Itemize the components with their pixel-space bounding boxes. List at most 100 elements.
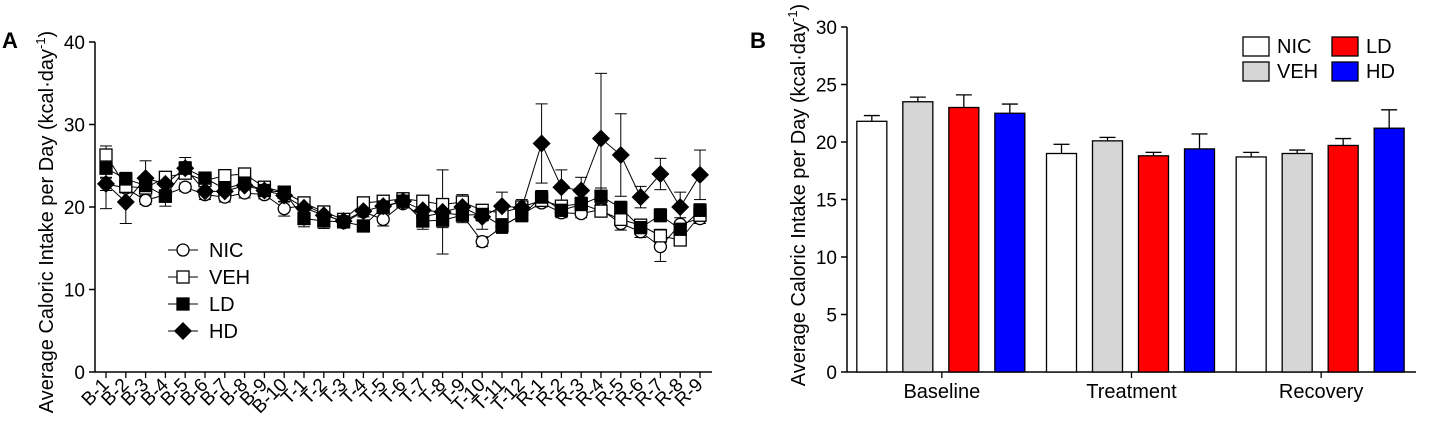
- data-point-hd: [235, 176, 254, 195]
- data-point-hd: [433, 202, 452, 221]
- legend-marker-hd: [173, 321, 193, 341]
- data-point-hd: [591, 129, 611, 148]
- data-point-hd: [651, 164, 670, 184]
- y-tick-label: 0: [74, 363, 85, 384]
- x-tick-label: Baseline: [903, 381, 980, 403]
- data-point-hd: [136, 169, 155, 188]
- legend-label-ld: LD: [1366, 36, 1392, 58]
- legend-swatch-veh: [1242, 61, 1270, 82]
- bar-veh: [902, 101, 934, 373]
- bar-veh: [1281, 152, 1313, 373]
- legend-label-hd: HD: [1366, 61, 1395, 83]
- data-point-ld: [633, 220, 648, 235]
- data-point-hd: [176, 159, 195, 178]
- y-tick-label: 30: [64, 116, 85, 137]
- y-tick-label: 15: [816, 191, 837, 212]
- panel-b-axes: 0 5 10 15 20 25 30 Baseline Treatment Recovery: [816, 18, 1416, 403]
- legend-label-hd: HD: [209, 321, 238, 343]
- panel-b-legend: NIC VEH LD HD: [1242, 36, 1395, 83]
- legend-marker-veh: [176, 270, 190, 284]
- data-point-ld: [356, 219, 371, 233]
- y-tick-label: 40: [64, 33, 85, 54]
- data-point-hd: [473, 207, 492, 226]
- data-point-hd: [631, 188, 650, 207]
- data-point-ld: [594, 189, 608, 203]
- panel-a-markers: [96, 129, 710, 254]
- legend-marker-ld: [176, 297, 190, 311]
- y-tick-label: 10: [816, 248, 837, 269]
- data-point-hd: [334, 212, 353, 231]
- y-tick-label: 20: [816, 133, 837, 154]
- data-point-hd: [611, 146, 630, 165]
- data-point-hd: [96, 174, 116, 193]
- panel-b: B Average Caloric Intake per Day (kcal·d…: [750, 4, 1416, 403]
- y-tick-label: 10: [64, 281, 85, 302]
- data-point-hd: [354, 202, 373, 221]
- data-point-veh: [99, 148, 113, 162]
- y-tick-label: 25: [816, 76, 837, 97]
- legend-swatch-hd: [1331, 61, 1359, 82]
- data-point-hd: [374, 197, 393, 216]
- panel-a-y-axis-label: Average Caloric Intake per Day (kcal·day…: [33, 31, 58, 413]
- data-point-ld: [693, 203, 707, 217]
- panel-a-label: A: [2, 28, 18, 53]
- data-point-veh: [594, 204, 608, 218]
- data-point-ld: [554, 203, 569, 217]
- bar-hd: [994, 112, 1026, 373]
- data-point-ld: [653, 208, 668, 222]
- legend-label-veh: VEH: [209, 267, 250, 289]
- bar-hd: [1373, 127, 1405, 373]
- y-tick-label: 20: [64, 198, 85, 219]
- panel-b-bars: [856, 94, 1405, 373]
- legend-swatch-nic: [1242, 36, 1270, 57]
- panel-b-label: B: [750, 28, 766, 53]
- data-point-ld: [495, 219, 509, 233]
- data-point-nic: [138, 193, 153, 208]
- panel-b-y-axis-label: Average Caloric Intake per Day (kcal·day…: [785, 4, 810, 386]
- bar-nic: [1235, 156, 1267, 373]
- data-point-hd: [552, 178, 571, 197]
- data-point-hd: [195, 182, 215, 201]
- data-point-hd: [116, 193, 135, 212]
- legend-marker-nic: [176, 243, 190, 257]
- bar-veh: [1091, 140, 1124, 373]
- legend-label-veh: VEH: [1277, 61, 1318, 83]
- data-point-veh: [653, 229, 668, 243]
- bar-ld: [1137, 155, 1170, 373]
- y-tick-label: 5: [826, 306, 837, 327]
- bar-ld: [1327, 144, 1359, 373]
- data-point-hd: [393, 192, 413, 211]
- data-point-nic: [178, 180, 192, 194]
- legend-label-nic: NIC: [209, 240, 243, 262]
- x-tick-label: Recovery: [1279, 381, 1363, 403]
- legend-label-nic: NIC: [1277, 36, 1311, 58]
- bar-ld: [948, 106, 980, 373]
- data-point-hd: [492, 197, 512, 216]
- bar-hd: [1183, 148, 1216, 373]
- data-point-hd: [532, 134, 551, 153]
- data-point-hd: [255, 181, 274, 200]
- legend-swatch-ld: [1331, 36, 1359, 57]
- data-point-hd: [572, 181, 591, 200]
- panel-a: A Average Caloric Intake per Day (kcal·d…: [2, 28, 712, 418]
- data-point-hd: [413, 201, 432, 220]
- data-point-ld: [673, 222, 687, 236]
- data-point-hd: [314, 206, 333, 225]
- data-point-ld: [574, 197, 588, 212]
- data-point-hd: [215, 182, 234, 201]
- data-point-hd: [294, 198, 314, 217]
- data-point-veh: [614, 212, 628, 227]
- data-point-hd: [512, 198, 531, 217]
- legend-label-ld: LD: [209, 294, 235, 316]
- data-point-ld: [119, 172, 133, 186]
- data-point-veh: [218, 168, 232, 183]
- bar-nic: [856, 120, 888, 373]
- panel-a-legend: NIC VEH LD HD: [168, 240, 250, 343]
- y-tick-label: 0: [826, 363, 837, 384]
- data-point-hd: [453, 197, 472, 217]
- data-point-hd: [156, 174, 175, 193]
- bar-nic: [1045, 152, 1078, 373]
- data-point-ld: [614, 201, 628, 215]
- data-point-hd: [275, 186, 294, 205]
